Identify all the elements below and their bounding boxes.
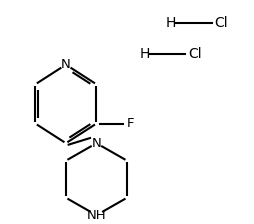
Text: F: F (127, 117, 135, 130)
Text: Cl: Cl (188, 47, 202, 61)
Text: Cl: Cl (214, 16, 228, 30)
Text: H: H (165, 16, 176, 30)
Text: H: H (139, 47, 150, 61)
Text: N: N (61, 58, 71, 71)
Text: NH: NH (87, 209, 106, 222)
Text: N: N (92, 137, 101, 150)
